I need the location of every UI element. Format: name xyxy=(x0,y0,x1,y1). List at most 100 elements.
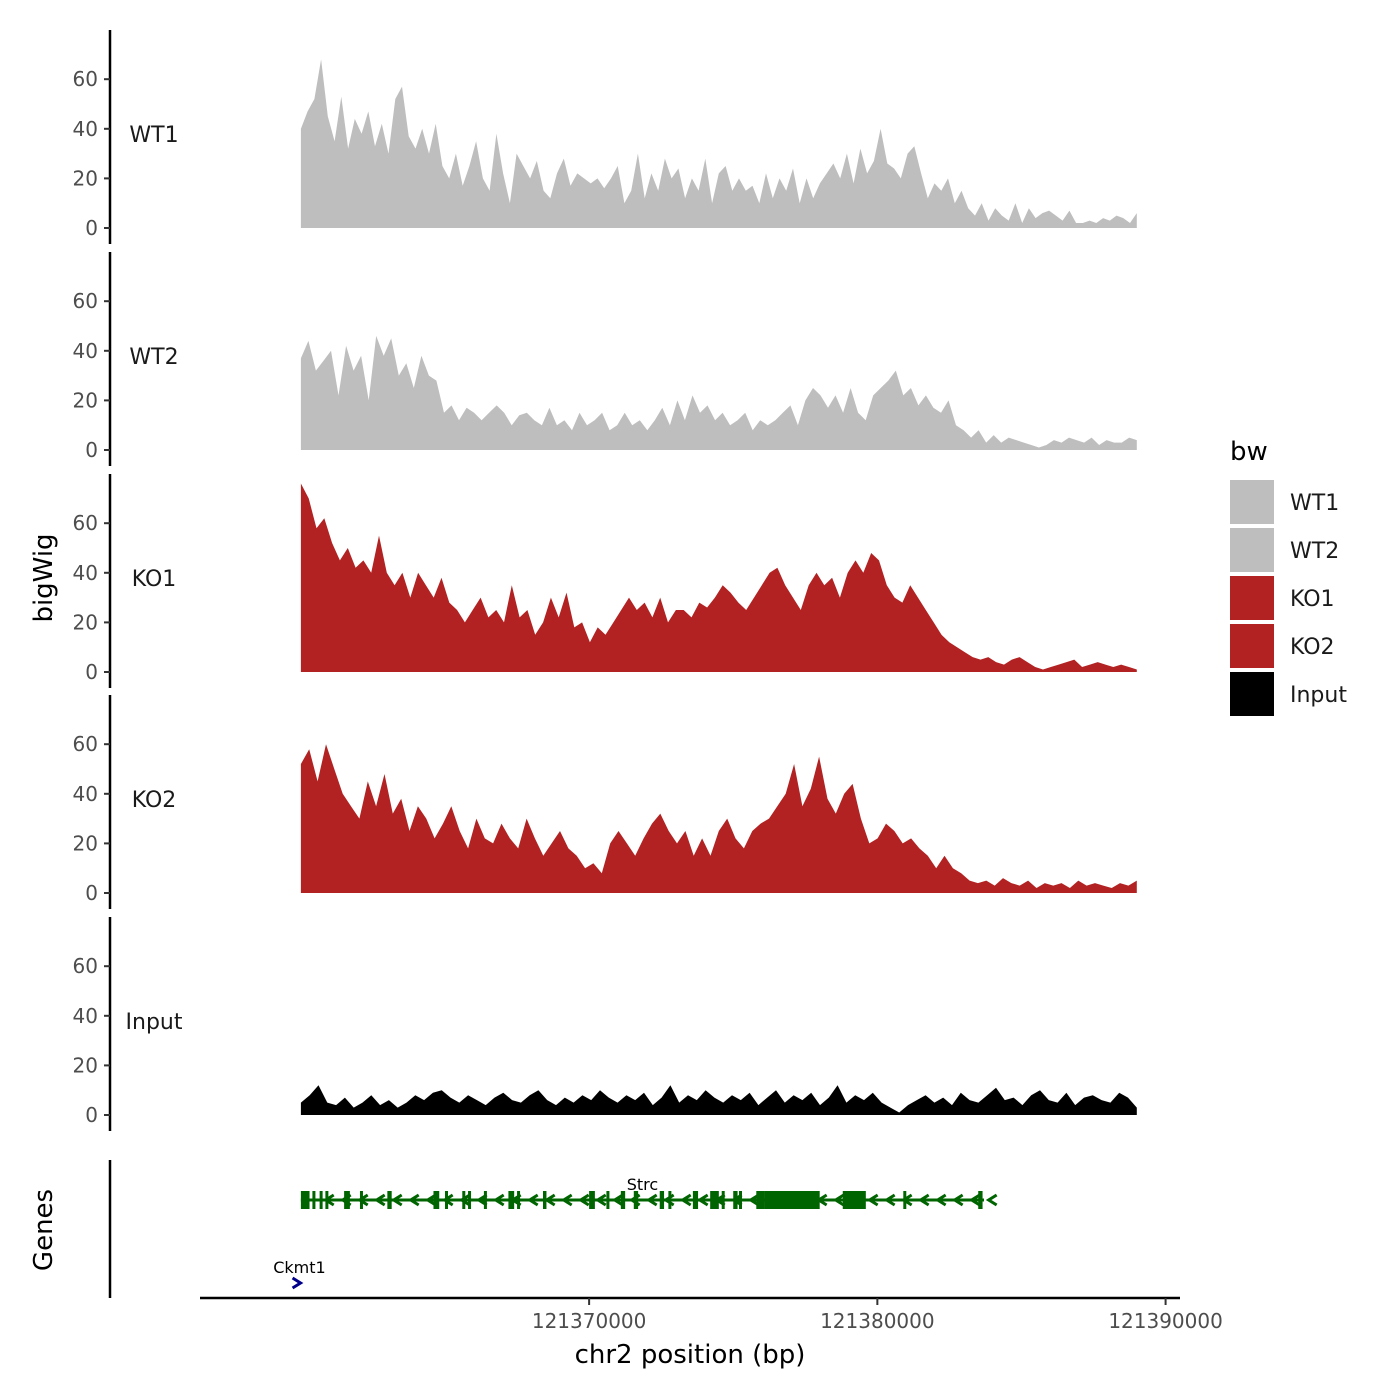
x-tick-label: 121370000 xyxy=(532,1309,647,1333)
legend-title: bw xyxy=(1230,437,1268,467)
exon-block xyxy=(692,1191,699,1209)
y-tick-label: 0 xyxy=(85,660,98,684)
strand-arrow xyxy=(611,1193,624,1207)
track-panel-ko1: 0 20 40 60 KO1 xyxy=(73,474,1137,688)
strand-arrow xyxy=(407,1193,420,1207)
exon-block xyxy=(508,1191,515,1209)
strand-arrow xyxy=(917,1193,930,1207)
exon-block xyxy=(517,1191,521,1209)
y-tick-label: 20 xyxy=(73,610,98,634)
legend-label-ko1: KO1 xyxy=(1290,587,1335,612)
legend-swatch-wt1 xyxy=(1230,480,1274,524)
strand-arrow xyxy=(968,1193,981,1207)
gene-ckmt1: Ckmt1 xyxy=(273,1258,326,1290)
exon-block xyxy=(721,1191,725,1209)
strand-arrow xyxy=(560,1193,573,1207)
exon-block xyxy=(668,1191,672,1209)
legend-label-input: Input xyxy=(1290,683,1347,708)
x-axis: 121370000 121380000 121390000 xyxy=(200,1296,1223,1333)
legend-swatch-ko1 xyxy=(1230,576,1274,620)
exon-block xyxy=(468,1191,472,1209)
exon-block xyxy=(325,1191,329,1209)
gene-label: Strc xyxy=(627,1175,658,1194)
y-tick-label: 20 xyxy=(73,831,98,855)
y-tick-label: 40 xyxy=(73,782,98,806)
exon-block xyxy=(733,1191,738,1209)
x-axis-title: chr2 position (bp) xyxy=(575,1340,806,1370)
legend-label-ko2: KO2 xyxy=(1290,635,1335,660)
coverage-area xyxy=(300,1085,1137,1115)
coverage-area xyxy=(300,744,1137,893)
y-tick-label: 40 xyxy=(73,561,98,585)
coverage-area xyxy=(300,335,1137,450)
exon-block xyxy=(300,1191,310,1209)
legend-swatch-input xyxy=(1230,672,1274,716)
exon-block xyxy=(606,1191,610,1209)
track-panel-wt1: 0 20 40 60 WT1 xyxy=(73,30,1137,244)
y-tick-label: 0 xyxy=(85,216,98,240)
strand-arrow xyxy=(594,1193,607,1207)
legend-label-wt1: WT1 xyxy=(1290,491,1339,516)
exon-block xyxy=(659,1191,665,1209)
strand-arrow xyxy=(577,1193,590,1207)
strand-arrow xyxy=(985,1193,998,1207)
exon-block xyxy=(764,1191,820,1209)
y-tick-label: 20 xyxy=(73,1053,98,1077)
legend-label-wt2: WT2 xyxy=(1290,539,1339,564)
exon-block xyxy=(620,1191,626,1209)
y-tick-label: 40 xyxy=(73,117,98,141)
y-tick-label: 40 xyxy=(73,1004,98,1028)
track-label: Input xyxy=(126,1010,183,1035)
strand-arrow xyxy=(441,1193,454,1207)
coverage-area xyxy=(300,483,1137,672)
exon-block xyxy=(462,1191,466,1209)
strand-arrow xyxy=(526,1193,539,1207)
y-tick-label: 20 xyxy=(73,166,98,190)
y-tick-label: 0 xyxy=(85,881,98,905)
strand-arrow xyxy=(934,1193,947,1207)
exon-block xyxy=(633,1191,639,1209)
exon-block xyxy=(978,1191,983,1209)
legend-swatch-wt2 xyxy=(1230,528,1274,572)
exon-block xyxy=(739,1191,742,1209)
genes-axis-title: Genes xyxy=(29,1189,59,1271)
gene-strc: Strc xyxy=(300,1175,998,1209)
y-tick-label: 60 xyxy=(73,732,98,756)
exon-block xyxy=(543,1191,547,1209)
genes-layer: Strc Ckmt1 xyxy=(108,1160,998,1298)
strand-arrow xyxy=(679,1193,692,1207)
exon-block xyxy=(445,1191,448,1209)
exon-block xyxy=(433,1191,440,1209)
tracks-layer: 0 20 40 60 WT1 0 20 40 60 WT2 0 20 40 60 KO1 0 20 40 60 KO2… xyxy=(73,30,1137,1131)
exon-block xyxy=(903,1191,907,1209)
strand-arrow xyxy=(291,1276,304,1290)
track-label: KO1 xyxy=(132,567,177,592)
y-tick-label: 0 xyxy=(85,1103,98,1127)
exon-block xyxy=(319,1191,323,1209)
y-tick-label: 20 xyxy=(73,388,98,412)
strand-arrow xyxy=(543,1193,556,1207)
strand-arrow xyxy=(866,1193,879,1207)
legend: bw WT1 WT2 KO1 KO2 Input xyxy=(1230,437,1347,716)
y-tick-label: 60 xyxy=(73,289,98,313)
strand-arrow xyxy=(951,1193,964,1207)
strand-arrow xyxy=(883,1193,896,1207)
strand-arrow xyxy=(458,1193,471,1207)
exon-block xyxy=(387,1191,392,1209)
y-tick-label: 0 xyxy=(85,438,98,462)
x-tick-label: 121380000 xyxy=(820,1309,935,1333)
y-tick-label: 60 xyxy=(73,511,98,535)
exon-block xyxy=(312,1191,316,1209)
x-tick-label: 121390000 xyxy=(1108,1309,1223,1333)
exon-block xyxy=(842,1191,866,1209)
exon-block xyxy=(589,1191,595,1209)
exon-block xyxy=(756,1191,765,1209)
strand-arrow xyxy=(747,1193,760,1207)
exon-block xyxy=(483,1191,487,1209)
strand-arrow xyxy=(424,1193,437,1207)
track-label: KO2 xyxy=(132,788,177,813)
track-panel-input: 0 20 40 60 Input xyxy=(73,917,1137,1131)
strand-arrow xyxy=(832,1193,845,1207)
y-tick-label: 60 xyxy=(73,954,98,978)
